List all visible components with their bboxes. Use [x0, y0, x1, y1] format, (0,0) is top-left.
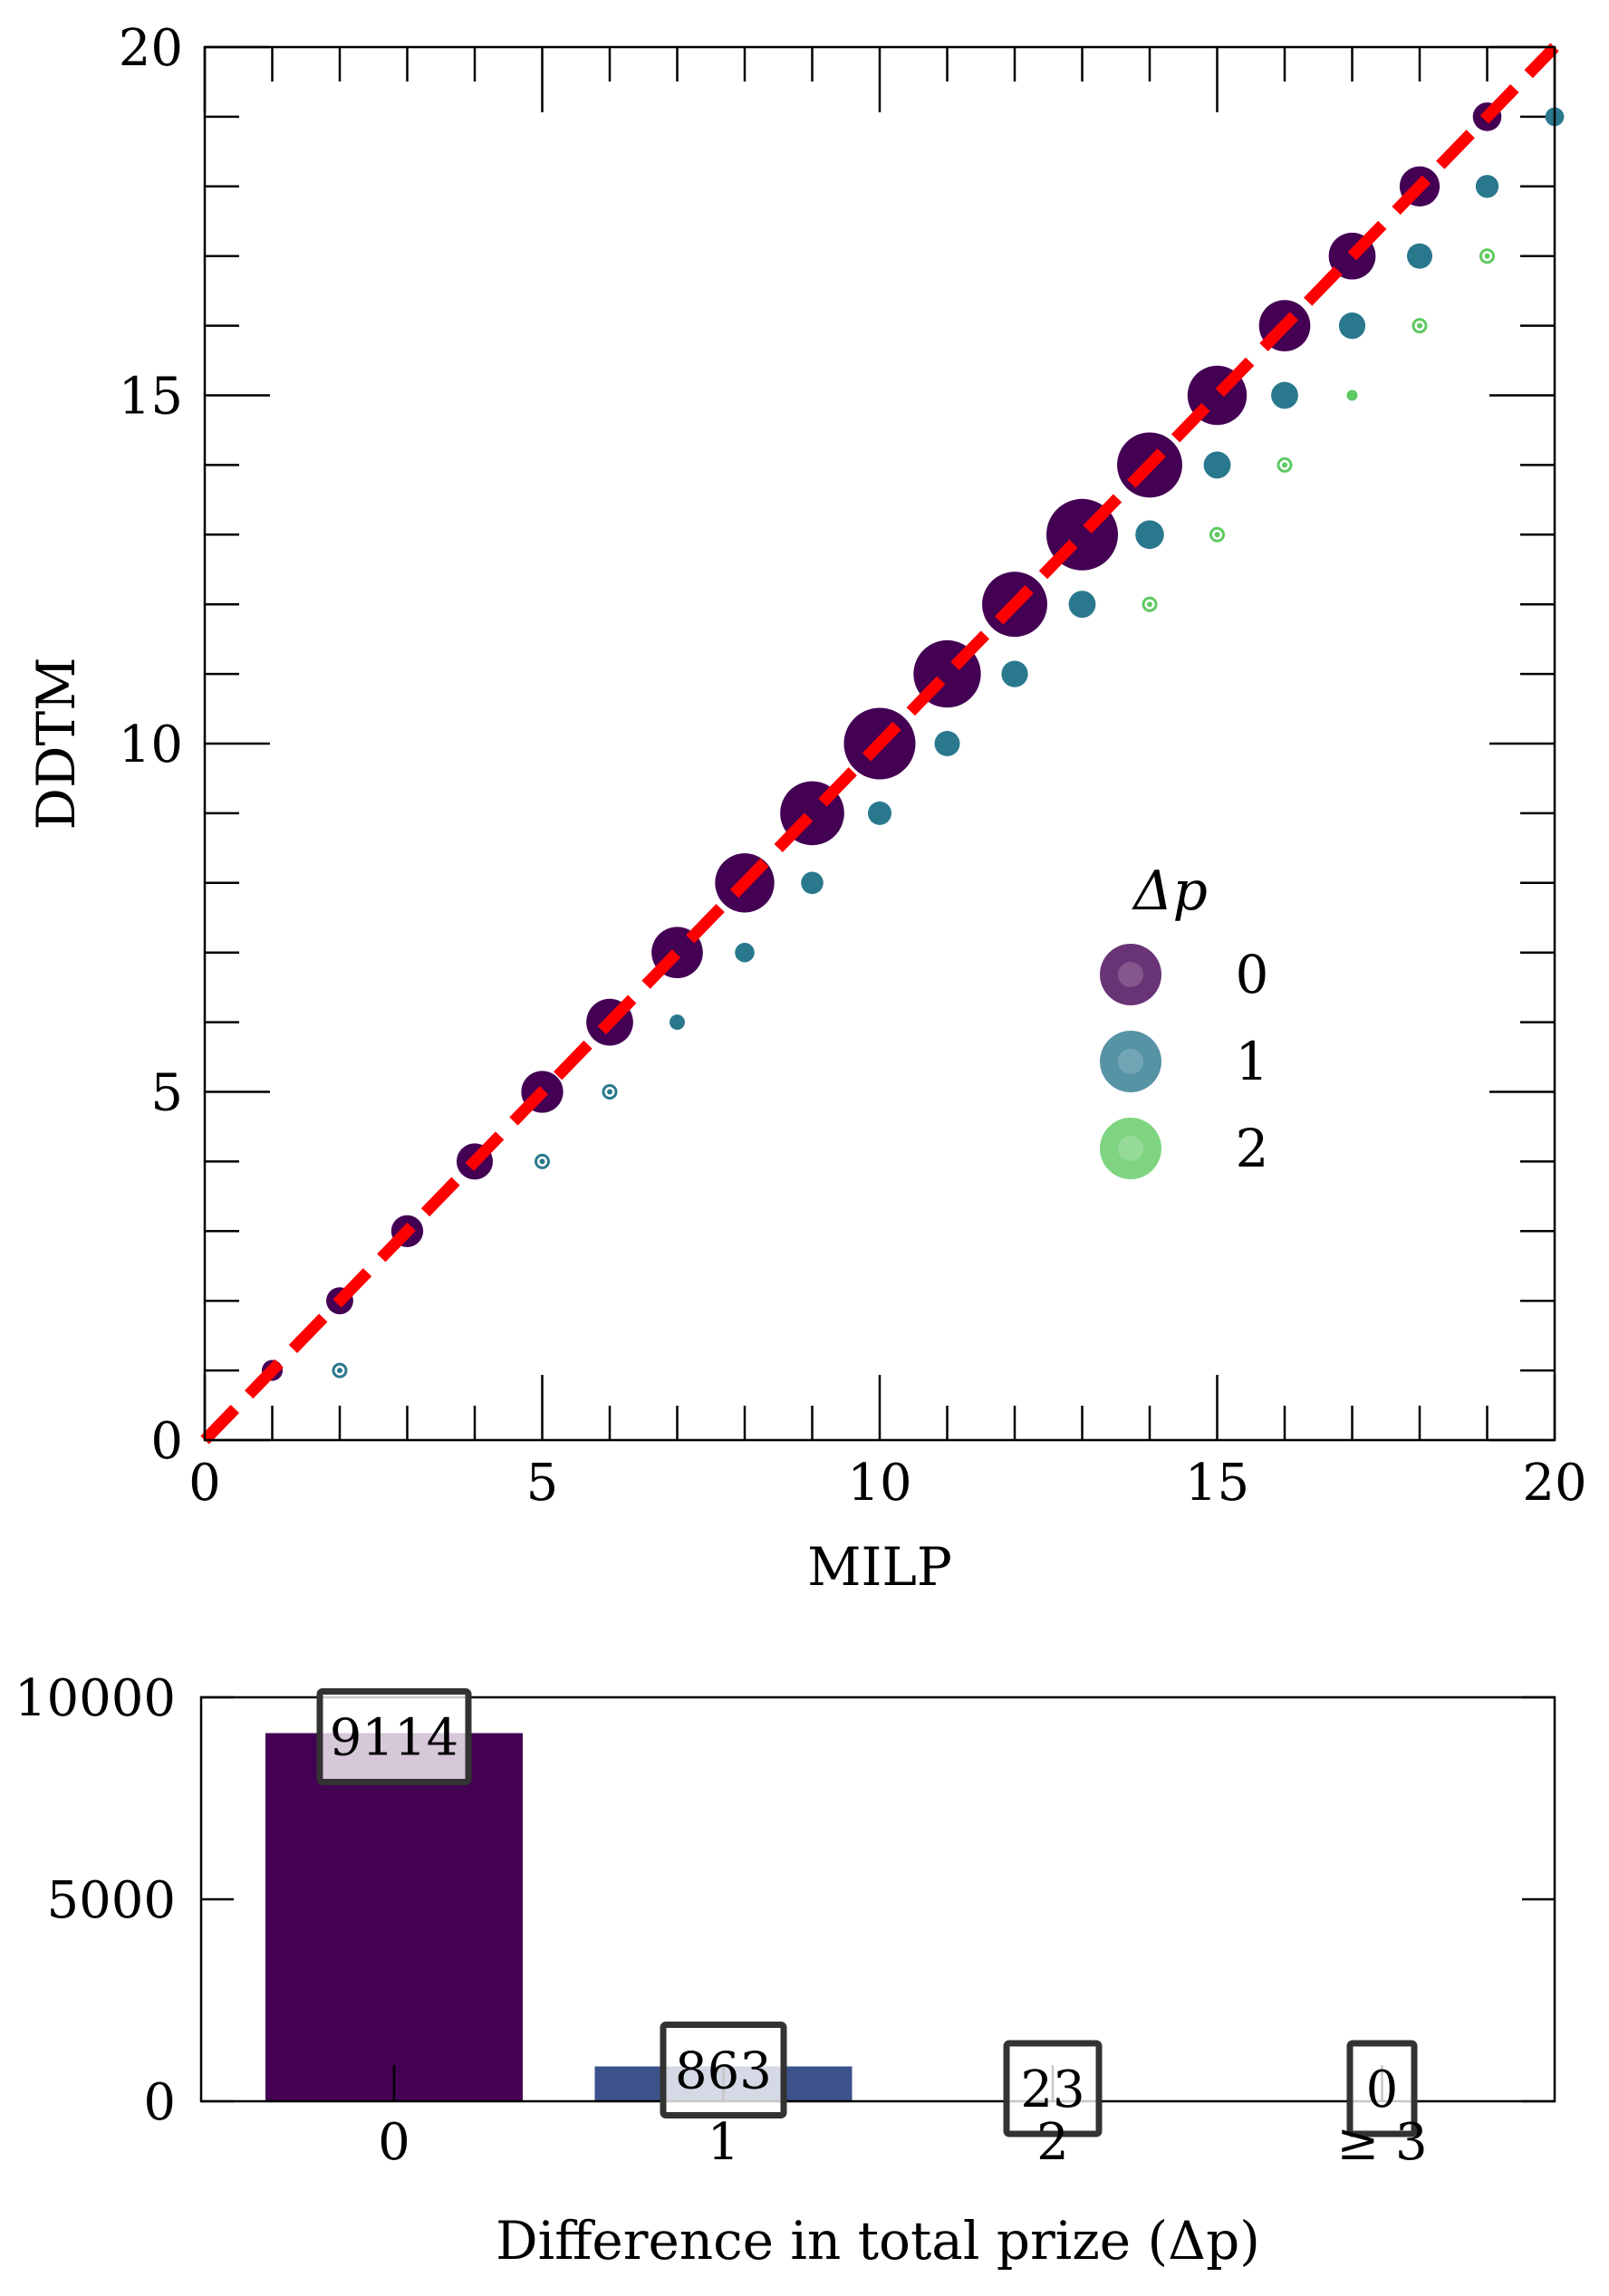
bar-value-label: 863	[675, 2042, 772, 2101]
identity-line-layer	[200, 43, 1559, 1445]
scatter-point-dp1	[1203, 451, 1231, 479]
x-tick-label: 20	[1522, 1454, 1586, 1513]
bar-value-label: 9114	[330, 1709, 459, 1768]
legend-items: 0 1 2	[1100, 944, 1268, 1179]
x-tick-label: 0	[188, 1454, 221, 1513]
legend-marker-dp1	[1100, 1031, 1161, 1092]
bar-value-label: 23	[1020, 2061, 1084, 2119]
legend-marker-dp2	[1100, 1118, 1161, 1179]
bar-value-box	[1003, 2040, 1103, 2137]
bar-x-tick-label: ≥ 3	[1336, 2113, 1427, 2172]
scatter-y-axis-label: DDTM	[25, 657, 87, 830]
scatter-point-dp1	[867, 801, 892, 825]
y-tick-label: 0	[150, 1412, 183, 1471]
scatter-point-dp1-core	[539, 1158, 545, 1165]
identity-line	[200, 43, 1559, 1445]
bar-x-tick-labels: 0 1 2 ≥ 3	[378, 2113, 1428, 2172]
bar-y-tick-label: 0	[143, 2073, 176, 2132]
scatter-point-dp1	[535, 1153, 550, 1169]
bar-0	[265, 1733, 523, 2101]
scatter-plot-frame	[203, 45, 1556, 1442]
scatter-point-dp1	[1068, 591, 1096, 619]
scatter-point-dp1	[1271, 381, 1298, 409]
scatter-point-dp1	[1135, 520, 1164, 550]
scatter-point-dp2-core	[1417, 322, 1422, 329]
scatter-point-dp2-core	[1214, 532, 1220, 538]
bar-y-tick-label: 10000	[14, 1669, 176, 1728]
y-tick-label: 20	[119, 19, 183, 78]
legend-title: Δp	[1132, 860, 1208, 923]
scatter-point-dp1	[332, 1362, 348, 1379]
legend-marker-highlight	[1118, 1049, 1143, 1074]
legend-label-dp1: 1	[1236, 1031, 1269, 1092]
bar-value-box	[1346, 2040, 1418, 2137]
bar-y-tick-labels: 0 5000 10000	[14, 1669, 176, 2132]
scatter-x-tick-labels: 0 5 10 15 20	[188, 1454, 1586, 1513]
scatter-point-dp2	[1411, 318, 1428, 334]
scatter-point-dp2	[1479, 248, 1495, 264]
x-tick-label: 5	[526, 1454, 559, 1513]
legend-label-dp0: 0	[1236, 944, 1269, 1005]
bar-panel: 9114 863 23 0 0 1 2 ≥ 3 0 5000 10000 Difference …	[14, 1669, 1556, 2272]
scatter-x-axis-label: MILP	[807, 1536, 952, 1598]
scatter-point-dp1	[1001, 660, 1028, 687]
scatter-point-dp1-core	[607, 1089, 612, 1095]
scatter-y-tick-labels: 0 5 10 15 20	[119, 19, 183, 1471]
scatter-point-dp1	[801, 871, 824, 895]
scatter-legend: Δp 0 1 2	[1100, 860, 1268, 1179]
scatter-point-dp1	[735, 942, 755, 963]
x-tick-label: 15	[1185, 1454, 1249, 1513]
legend-label-dp2: 2	[1236, 1118, 1269, 1179]
scatter-points	[261, 102, 1565, 1381]
scatter-point-dp1	[602, 1084, 618, 1100]
bar-value-labels: 9114 863 23 0	[316, 1688, 1418, 2137]
bar-y-tick-label: 5000	[46, 1871, 176, 1930]
bar-value-box	[316, 1688, 472, 1786]
scatter-point-dp1-core	[337, 1368, 342, 1374]
y-tick-label: 10	[119, 716, 183, 774]
bar-x-tick-label: 2	[1036, 2113, 1069, 2172]
scatter-point-dp2	[1209, 526, 1225, 543]
legend-marker-highlight	[1118, 962, 1143, 987]
scatter-point-dp2-core	[1282, 462, 1287, 468]
y-tick-label: 15	[119, 368, 183, 427]
bar-value-label: 0	[1366, 2061, 1399, 2119]
scatter-point-dp2	[1277, 456, 1293, 473]
scatter-panel: 0 5 10 15 20 0 5 10 15 20 MILP DDTM Δp 0 1 2	[25, 19, 1587, 1598]
bar-x-tick-label: 1	[708, 2113, 740, 2172]
scatter-point-dp1	[934, 730, 960, 757]
bar-x-tick-label: 0	[378, 2113, 410, 2172]
y-tick-label: 5	[150, 1064, 183, 1123]
scatter-point-dp1	[1406, 243, 1433, 269]
scatter-point-dp1	[1475, 175, 1499, 198]
scatter-point-dp2-core	[1147, 601, 1152, 608]
bar-x-axis-label: Difference in total prize (Δp)	[496, 2210, 1260, 2272]
bar-value-box	[660, 2022, 787, 2119]
scatter-point-dp2-core	[1484, 253, 1490, 259]
scatter-point-dp2	[1142, 596, 1158, 612]
legend-marker-highlight	[1118, 1136, 1143, 1161]
legend-marker-dp0	[1100, 944, 1161, 1005]
scatter-point-dp1	[670, 1014, 685, 1031]
x-tick-label: 10	[847, 1454, 911, 1513]
scatter-point-dp2	[1346, 389, 1358, 401]
scatter-point-dp1	[1338, 312, 1366, 340]
